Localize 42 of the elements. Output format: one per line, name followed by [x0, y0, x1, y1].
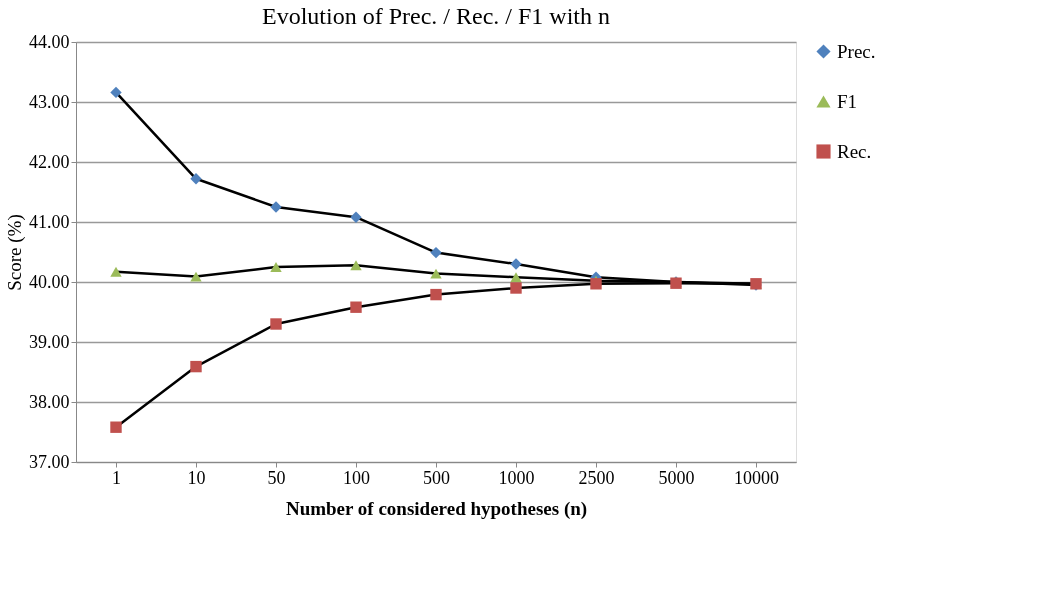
y-tick-label: 43.00 — [29, 91, 70, 112]
chart-title: Evolution of Prec. / Rec. / F1 with n — [262, 3, 610, 29]
point — [190, 360, 202, 373]
y-tick-label: 44.00 — [29, 31, 70, 52]
point — [510, 272, 522, 283]
x-tick-label: 1 — [112, 467, 121, 488]
point — [270, 262, 282, 272]
y-axis-title: Score (%) — [4, 214, 26, 291]
point — [510, 258, 522, 270]
y-tick-label: 37.00 — [29, 451, 70, 472]
point — [270, 201, 282, 213]
legend-label: Rec. — [837, 140, 872, 162]
legend-label: F1 — [837, 90, 858, 112]
point — [430, 246, 442, 259]
point — [190, 271, 202, 282]
legend-label: Prec. — [837, 40, 876, 62]
point — [590, 278, 602, 290]
point — [350, 211, 362, 223]
point — [190, 173, 202, 185]
y-tick-label: 40.00 — [29, 271, 70, 292]
point — [270, 318, 282, 330]
y-tick-label: 41.00 — [29, 211, 70, 232]
x-tick-label: 2500 — [578, 467, 615, 488]
point — [510, 282, 522, 294]
y-tick-label: 39.00 — [29, 331, 70, 352]
x-tick-label: 10 — [187, 467, 206, 488]
x-tick-label: 50 — [267, 467, 286, 488]
x-tick-label: 10000 — [734, 467, 779, 488]
x-tick-label: 100 — [343, 467, 370, 488]
point — [110, 421, 122, 433]
x-tick-label: 1000 — [498, 467, 535, 488]
x-tick-label: 5000 — [658, 467, 695, 488]
point — [430, 288, 442, 301]
x-tick-label: 500 — [423, 467, 450, 488]
point — [350, 260, 362, 271]
x-axis-title: Number of considered hypotheses (n) — [285, 497, 588, 520]
y-tick-label: 42.00 — [29, 151, 70, 172]
point — [110, 86, 122, 99]
point — [350, 301, 362, 313]
point — [110, 266, 122, 277]
point — [430, 268, 442, 279]
y-tick-label: 38.00 — [29, 391, 70, 412]
